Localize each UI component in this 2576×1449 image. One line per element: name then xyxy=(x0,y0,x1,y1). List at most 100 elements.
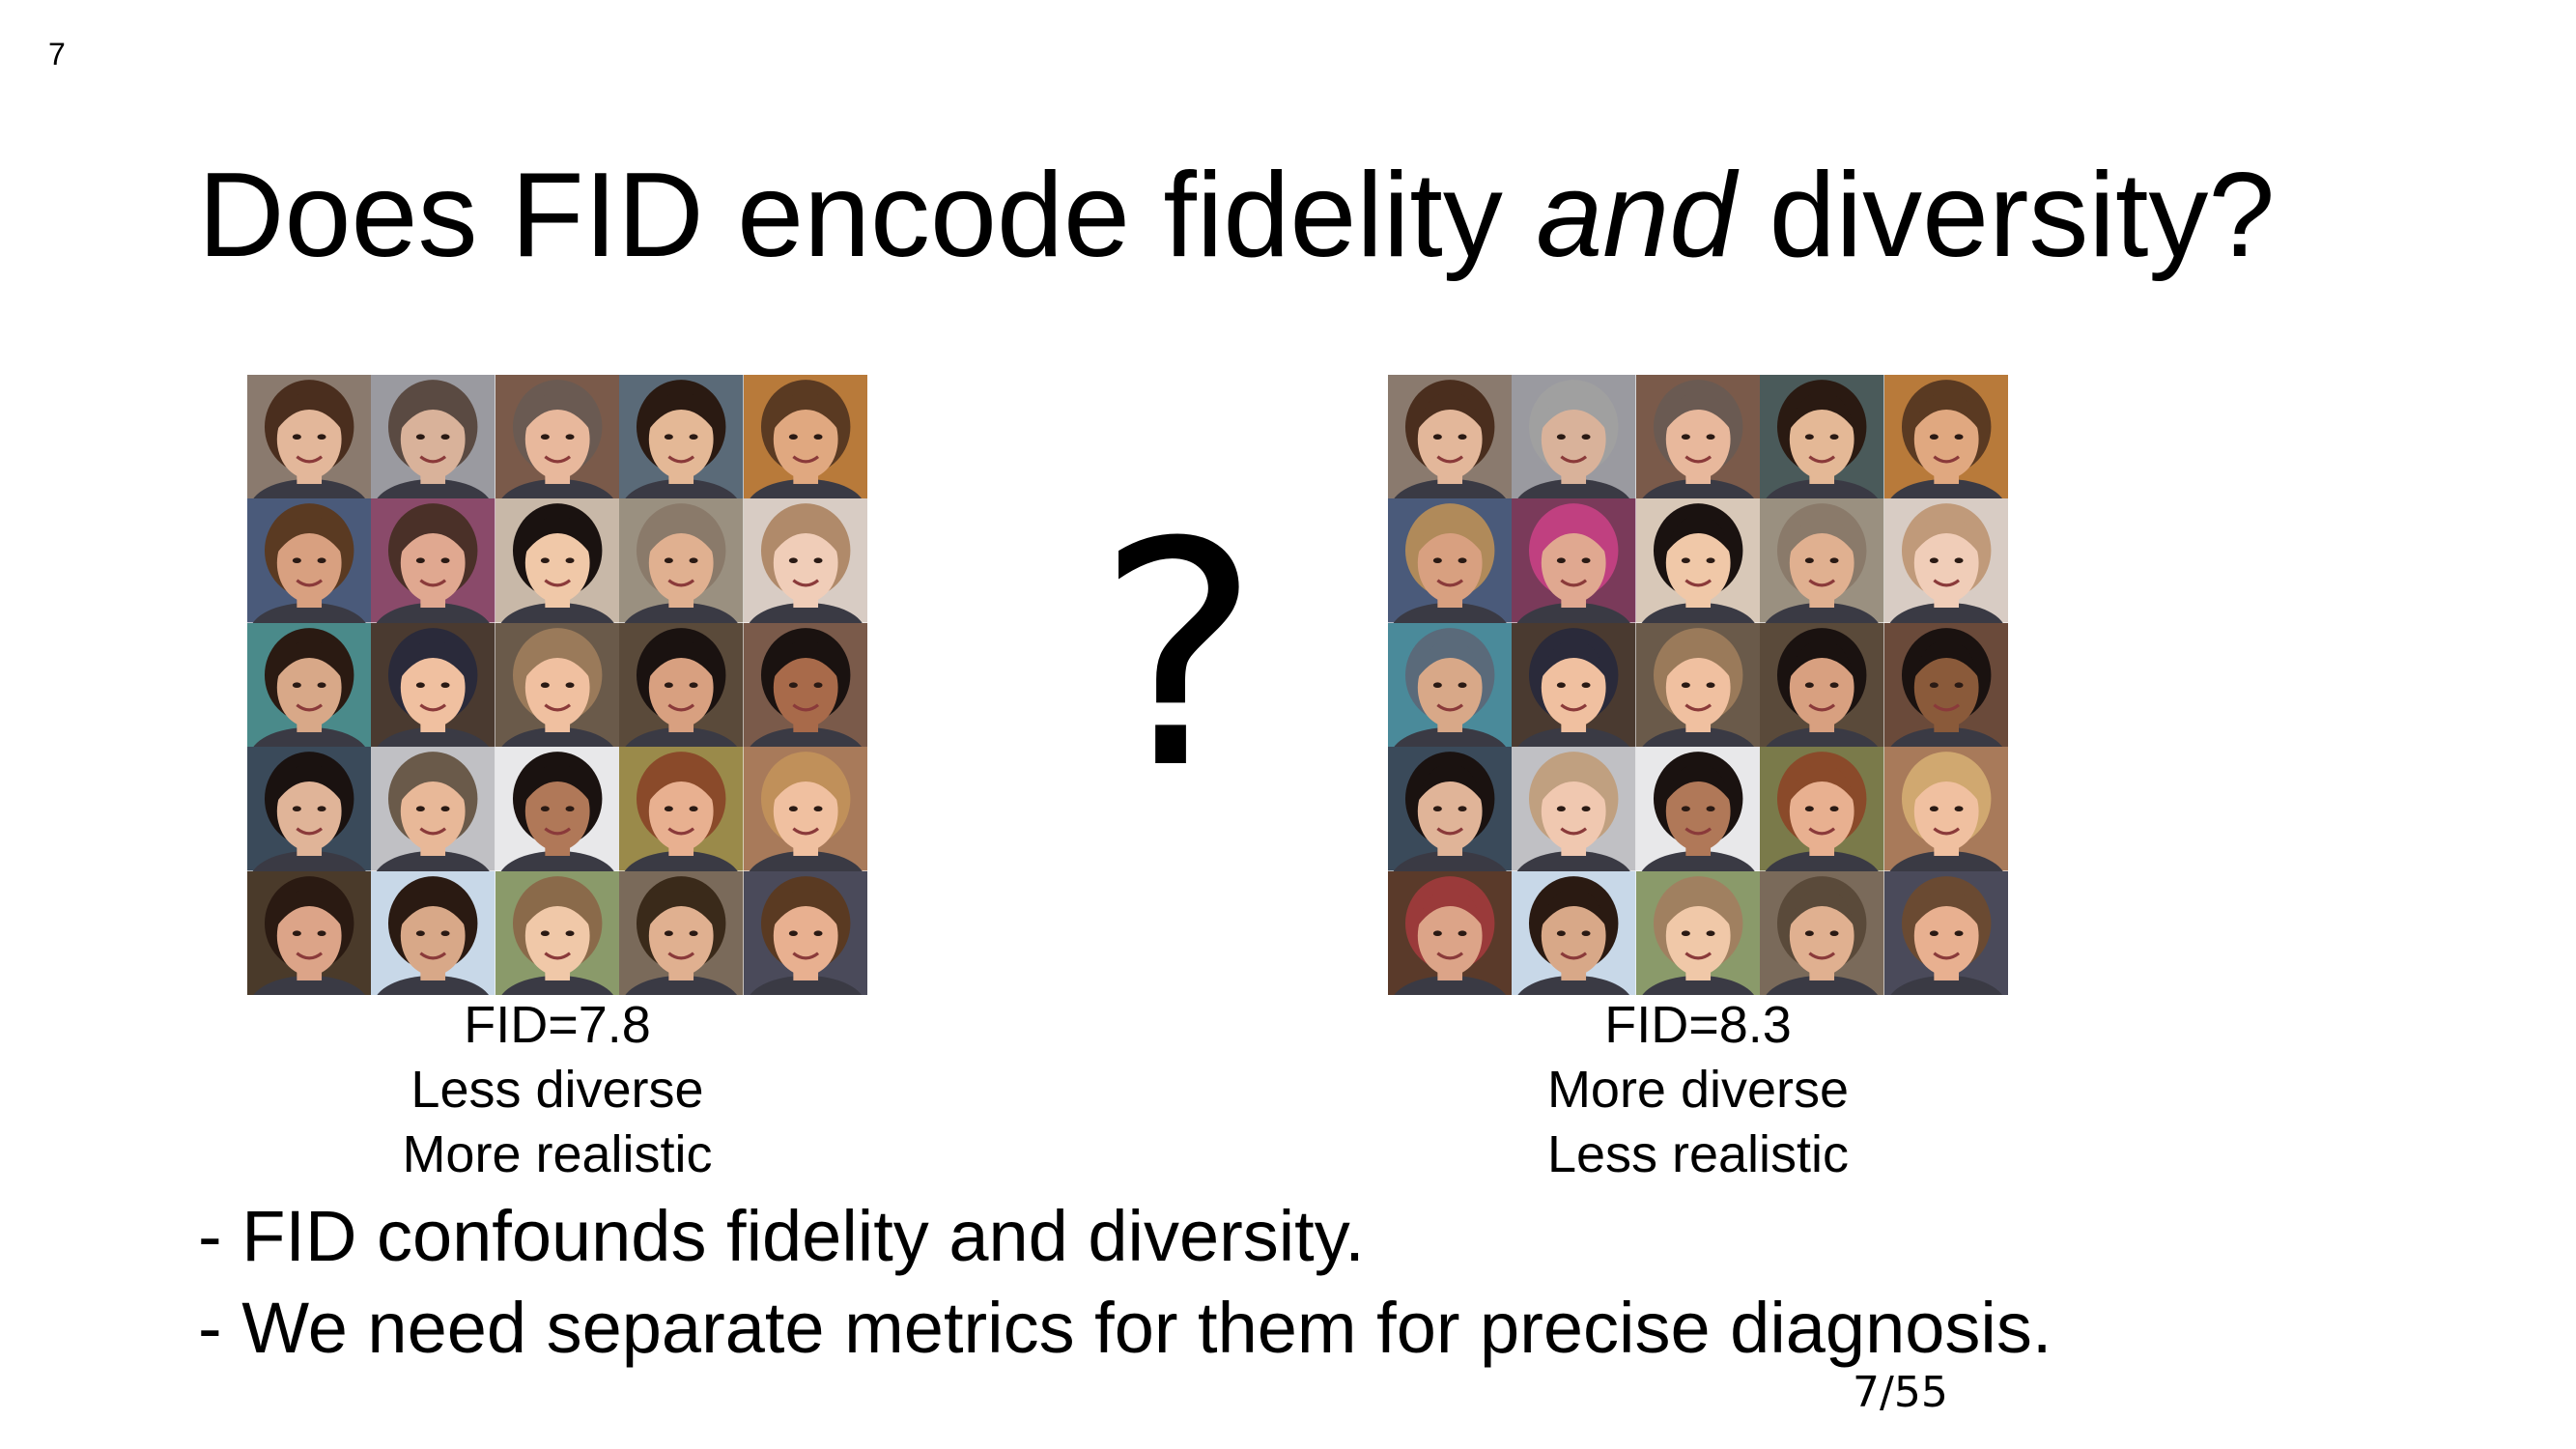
face-tile xyxy=(1512,747,1636,871)
face-tile xyxy=(619,870,744,995)
face-tile xyxy=(1760,375,1884,499)
face-tile xyxy=(371,375,495,499)
face-image xyxy=(1760,498,1884,623)
face-tile xyxy=(1388,622,1513,748)
face-image xyxy=(1635,622,1761,748)
face-tile xyxy=(371,870,495,995)
face-image xyxy=(371,747,495,871)
face-tile xyxy=(619,375,744,499)
face-image xyxy=(371,870,495,995)
caption-left-line1: Less diverse xyxy=(410,1061,704,1119)
face-tile xyxy=(619,747,744,871)
caption-right: FID=8.3 More diverse Less realistic xyxy=(1388,993,2008,1187)
face-image xyxy=(1388,498,1513,623)
face-tile xyxy=(1635,870,1761,995)
face-image xyxy=(1883,498,2008,623)
face-tile xyxy=(1883,498,2008,623)
face-image xyxy=(1635,747,1761,871)
bullet-item: - We need separate metrics for them for … xyxy=(198,1288,2052,1368)
face-image xyxy=(247,375,372,499)
face-image xyxy=(371,375,495,499)
face-image xyxy=(1388,870,1513,995)
face-tile xyxy=(371,747,495,871)
face-grid-left xyxy=(247,375,867,995)
face-image xyxy=(619,870,744,995)
face-tile xyxy=(1512,870,1636,995)
face-tile xyxy=(743,622,867,748)
question-mark: ? xyxy=(1096,477,1260,837)
face-tile xyxy=(495,870,620,995)
page-counter: 7/55 xyxy=(1853,1368,1948,1417)
face-image xyxy=(1388,747,1513,871)
face-tile xyxy=(1635,622,1761,748)
face-image xyxy=(1635,375,1761,499)
face-tile xyxy=(247,622,372,748)
face-tile xyxy=(743,375,867,499)
face-tile xyxy=(1388,747,1513,871)
face-image xyxy=(1635,870,1761,995)
title-emphasis: and xyxy=(1536,149,1737,282)
caption-right-fid: FID=8.3 xyxy=(1604,996,1792,1054)
caption-left-line2: More realistic xyxy=(402,1125,713,1183)
face-tile xyxy=(495,747,620,871)
face-tile xyxy=(1883,747,2008,871)
face-image xyxy=(1760,375,1884,499)
face-image xyxy=(1883,622,2008,748)
face-image xyxy=(1883,375,2008,499)
face-image xyxy=(1635,498,1761,623)
face-tile xyxy=(1883,375,2008,499)
face-image xyxy=(247,622,372,748)
face-image xyxy=(1760,622,1884,748)
caption-left: FID=7.8 Less diverse More realistic xyxy=(247,993,867,1187)
face-image xyxy=(619,747,744,871)
face-image xyxy=(1512,870,1636,995)
face-image xyxy=(371,498,495,623)
face-grid-right xyxy=(1388,375,2008,995)
face-tile xyxy=(1635,375,1761,499)
face-image xyxy=(743,747,867,871)
face-tile xyxy=(1760,498,1884,623)
face-tile xyxy=(495,498,620,623)
face-tile xyxy=(1388,498,1513,623)
face-tile xyxy=(1512,498,1636,623)
face-tile xyxy=(1883,622,2008,748)
face-tile xyxy=(371,498,495,623)
face-image xyxy=(371,622,495,748)
face-image xyxy=(495,870,620,995)
face-image xyxy=(619,622,744,748)
face-image xyxy=(1760,870,1884,995)
face-tile xyxy=(1883,870,2008,995)
face-tile xyxy=(1635,747,1761,871)
bullet-item: - FID confounds fidelity and diversity. xyxy=(198,1196,1365,1276)
face-image xyxy=(1883,747,2008,871)
face-image xyxy=(1512,498,1636,623)
face-image xyxy=(619,498,744,623)
face-image xyxy=(1388,622,1513,748)
face-tile xyxy=(619,622,744,748)
slide-title: Does FID encode fidelity and diversity? xyxy=(198,150,2275,281)
face-tile xyxy=(495,375,620,499)
title-part-2: diversity? xyxy=(1736,149,2276,282)
face-tile xyxy=(1760,870,1884,995)
face-tile xyxy=(743,870,867,995)
face-image xyxy=(1512,622,1636,748)
face-image xyxy=(1512,375,1636,499)
face-image xyxy=(743,498,867,623)
face-tile xyxy=(1512,375,1636,499)
caption-right-line2: Less realistic xyxy=(1546,1125,1850,1183)
face-tile xyxy=(743,498,867,623)
face-image xyxy=(1388,375,1513,499)
face-tile xyxy=(247,747,372,871)
face-image xyxy=(1760,747,1884,871)
face-image xyxy=(1883,870,2008,995)
title-part-1: Does FID encode fidelity xyxy=(198,149,1537,282)
caption-left-fid: FID=7.8 xyxy=(464,996,651,1054)
face-image xyxy=(495,747,620,871)
face-image xyxy=(247,870,372,995)
face-image xyxy=(619,375,744,499)
face-image xyxy=(247,747,372,871)
face-image xyxy=(1512,747,1636,871)
face-tile xyxy=(371,622,495,748)
face-image xyxy=(495,375,620,499)
face-tile xyxy=(495,622,620,748)
